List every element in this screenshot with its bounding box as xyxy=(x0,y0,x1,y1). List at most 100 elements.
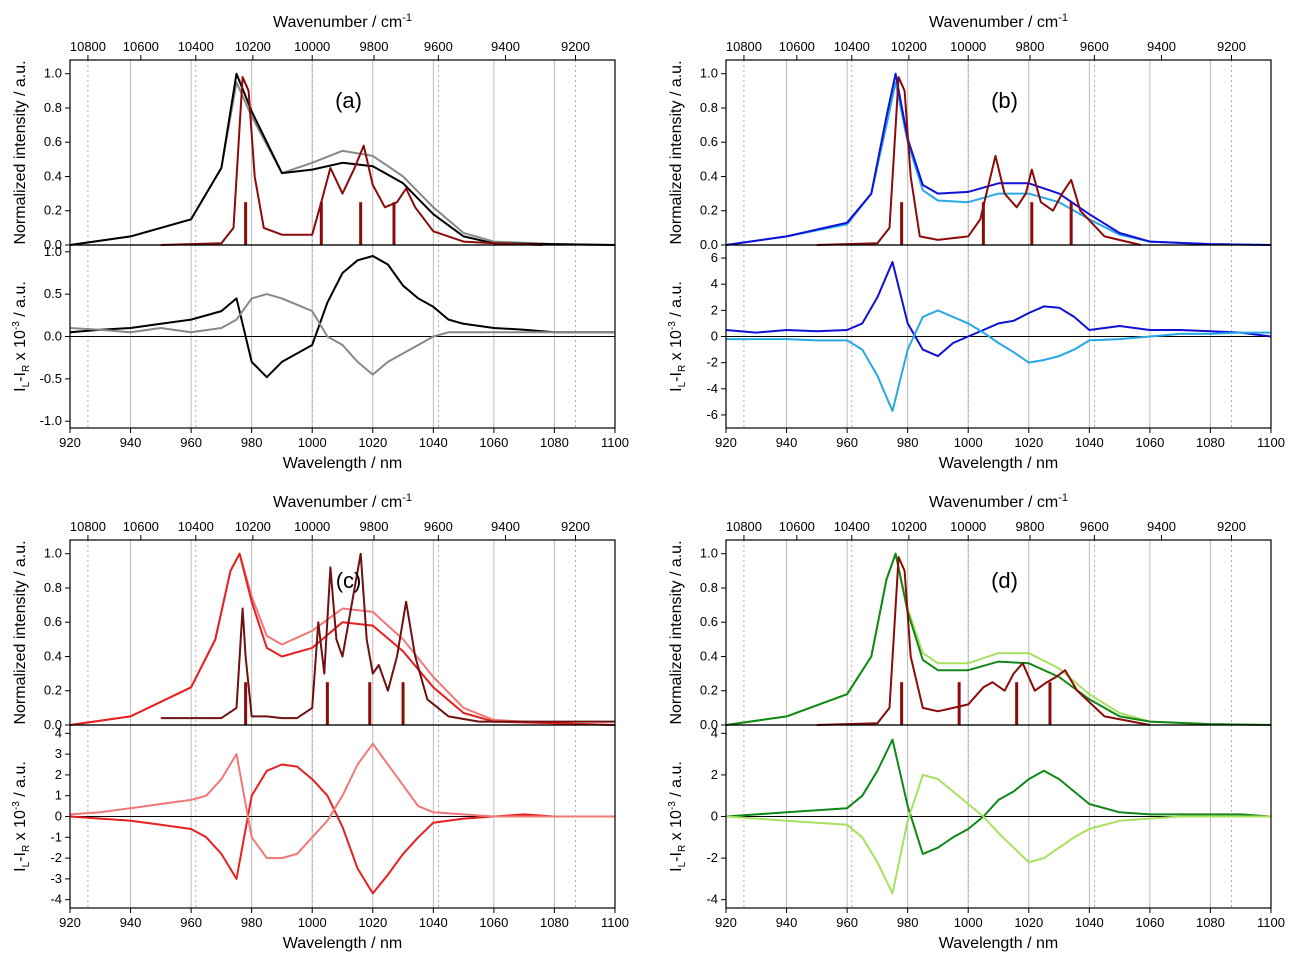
y-tick-label: 3 xyxy=(55,746,62,761)
y-tick-label: -1.0 xyxy=(40,413,62,428)
top-tick-label: 10800 xyxy=(70,39,106,54)
upper-series-line-1 xyxy=(725,552,1272,726)
y-tick-label: 4 xyxy=(55,725,62,740)
y-tick-label: 0.8 xyxy=(44,100,62,115)
top-tick-label: 10200 xyxy=(891,519,927,534)
top-tick-label: 9200 xyxy=(561,519,590,534)
top-axis-title: Wavenumber / cm-1 xyxy=(929,12,1068,31)
top-tick-label: 10000 xyxy=(950,39,986,54)
top-tick-label: 10800 xyxy=(726,519,762,534)
y-tick-label: -2 xyxy=(706,355,718,370)
lower-series-line-1 xyxy=(69,742,615,860)
x-tick-label: 1060 xyxy=(479,435,508,450)
y-tick-label: 0.2 xyxy=(44,203,62,218)
x-tick-label: 1080 xyxy=(540,435,569,450)
x-tick-label: 1060 xyxy=(1135,915,1164,930)
y-tick-label: 0.2 xyxy=(700,683,718,698)
y-tick-label: -3 xyxy=(50,871,62,886)
x-tick-label: 1100 xyxy=(1257,915,1285,930)
x-tick-label: 920 xyxy=(715,435,737,450)
x-tick-label: 920 xyxy=(59,915,81,930)
x-tick-label: 920 xyxy=(715,915,737,930)
y-tick-label: -0.5 xyxy=(40,371,62,386)
x-tick-label: 1020 xyxy=(358,435,387,450)
y-tick-label: -6 xyxy=(706,407,718,422)
panel-b: 920 940 960 980 1000 1020 1040 1060 1080 1100 Wave… xyxy=(667,12,1285,472)
x-tick-label: 1060 xyxy=(479,915,508,930)
y-tick-label: 0.2 xyxy=(44,683,62,698)
top-tick-label: 9600 xyxy=(424,519,453,534)
y-tick-label: 1.0 xyxy=(700,66,718,81)
y-tick-label: -1 xyxy=(50,829,62,844)
y-tick-label: 0.4 xyxy=(700,648,718,663)
y-tick-label: 0.8 xyxy=(700,100,718,115)
y-tick-label: 0.0 xyxy=(44,237,62,252)
y-tick-label: 0.0 xyxy=(44,329,62,344)
x-tick-label: 1020 xyxy=(358,915,387,930)
top-tick-label: 9800 xyxy=(360,519,389,534)
x-tick-label: 1060 xyxy=(1135,435,1164,450)
lower-series-line-1 xyxy=(69,293,615,376)
top-tick-label: 10400 xyxy=(834,39,870,54)
top-tick-label: 10200 xyxy=(235,519,271,534)
x-axis-title: Wavelength / nm xyxy=(939,455,1058,472)
top-tick-label: 10000 xyxy=(294,519,330,534)
top-tick-label: 9400 xyxy=(1147,519,1176,534)
upper-y-axis-title: Normalized intensity / a.u. xyxy=(12,540,29,724)
top-tick-label: 9800 xyxy=(1016,39,1045,54)
x-tick-label: 1080 xyxy=(540,915,569,930)
upper-series-line-1 xyxy=(69,552,616,726)
lower-series-line-0 xyxy=(725,261,1272,358)
y-tick-label: 0.2 xyxy=(700,203,718,218)
y-tick-label: 0.8 xyxy=(700,580,718,595)
y-tick-label: -4 xyxy=(50,892,62,907)
top-tick-label: 10200 xyxy=(891,39,927,54)
top-tick-label: 9400 xyxy=(491,39,520,54)
y-tick-label: 0.6 xyxy=(44,134,62,149)
x-tick-label: 1080 xyxy=(1196,435,1225,450)
top-axis-title: Wavenumber / cm-1 xyxy=(273,12,412,31)
panel-c: 920 940 960 980 1000 1020 1040 1060 1080 1100 Wave… xyxy=(11,492,629,952)
top-tick-label: 9800 xyxy=(360,39,389,54)
y-tick-label: 0.4 xyxy=(44,168,62,183)
y-tick-label: 0.0 xyxy=(44,717,62,732)
top-tick-label: 10000 xyxy=(294,39,330,54)
x-tick-label: 980 xyxy=(897,435,919,450)
lower-y-axis-title: IL-IR x 10-3 / a.u. xyxy=(667,761,688,872)
top-tick-label: 9400 xyxy=(491,519,520,534)
y-tick-label: -4 xyxy=(706,892,718,907)
lower-series-line-0 xyxy=(725,738,1272,855)
x-tick-label: 1020 xyxy=(1014,435,1043,450)
x-tick-label: 940 xyxy=(776,915,798,930)
x-tick-label: 1040 xyxy=(1075,435,1104,450)
lower-series-line-1 xyxy=(725,773,1271,895)
lower-series-line-0 xyxy=(69,255,615,379)
x-tick-label: 1000 xyxy=(298,915,327,930)
lower-series-line-1 xyxy=(726,309,1271,412)
y-tick-label: 0.4 xyxy=(44,648,62,663)
panel-a: 920 940 960 980 1000 1020 1040 1060 1080 1100 Wave… xyxy=(11,12,629,472)
upper-series-line-2 xyxy=(160,76,543,246)
x-tick-label: 1040 xyxy=(419,915,448,930)
y-tick-label: 6 xyxy=(711,250,718,265)
y-tick-label: 1.0 xyxy=(700,546,718,561)
x-tick-label: 1100 xyxy=(601,915,629,930)
top-tick-label: 10800 xyxy=(70,519,106,534)
y-tick-label: 0 xyxy=(711,809,718,824)
y-tick-label: 2 xyxy=(711,302,718,317)
y-tick-label: 4 xyxy=(711,725,718,740)
top-tick-label: 10600 xyxy=(779,519,815,534)
y-tick-label: -2 xyxy=(50,850,62,865)
lower-y-axis-title: IL-IR x 10-3 / a.u. xyxy=(11,761,32,872)
panel-d: 920 940 960 980 1000 1020 1040 1060 1080 1100 Wave… xyxy=(667,492,1285,952)
x-tick-label: 1100 xyxy=(1257,435,1285,450)
y-tick-label: 0.0 xyxy=(700,717,718,732)
x-tick-label: 1000 xyxy=(954,915,983,930)
top-tick-label: 9200 xyxy=(561,39,590,54)
top-tick-label: 9600 xyxy=(424,39,453,54)
y-tick-label: 0 xyxy=(55,809,62,824)
top-tick-label: 10400 xyxy=(178,39,214,54)
x-axis-title: Wavelength / nm xyxy=(939,935,1058,952)
top-tick-label: 9400 xyxy=(1147,39,1176,54)
top-tick-label: 9800 xyxy=(1016,519,1045,534)
